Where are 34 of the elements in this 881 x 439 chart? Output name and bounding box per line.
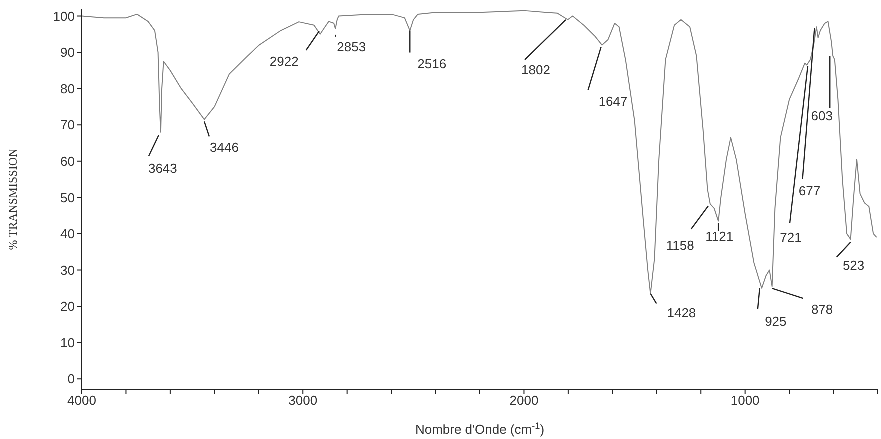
y-tick-label: 80 xyxy=(60,81,75,96)
y-tick-label: 30 xyxy=(60,262,75,278)
y-tick-label: 90 xyxy=(60,45,75,60)
annotation: 3643 xyxy=(148,160,178,176)
x-tick-label: 1000 xyxy=(730,393,760,408)
y-tick-label: 50 xyxy=(60,190,75,206)
annotation: 925 xyxy=(765,314,787,329)
annotation: 1158 xyxy=(666,238,694,253)
y-tick-label: 70 xyxy=(60,118,75,133)
x-axis-title: Nombre d'Onde (cm$^{-1}$) xyxy=(415,421,545,437)
y-tick-label: 10 xyxy=(60,335,75,350)
y-tick-label: 0 xyxy=(68,372,75,387)
x-tick-label: 3000 xyxy=(288,393,318,408)
annotation: 2853 xyxy=(337,40,366,55)
annotation: 603 xyxy=(811,108,833,124)
annotation: 1121 xyxy=(706,228,734,244)
y-tick-label: 20 xyxy=(60,299,75,314)
annotation: 3446 xyxy=(210,140,239,156)
y-axis-title: % TRANSMISSION xyxy=(6,148,20,250)
annotation: 1428 xyxy=(667,305,696,320)
annotation: 1647 xyxy=(598,94,628,109)
y-tick-label: 60 xyxy=(60,154,75,170)
y-tick-label: 100 xyxy=(53,8,75,24)
annotation: 878 xyxy=(811,302,834,318)
annotation: 523 xyxy=(842,258,865,273)
annotation: 2922 xyxy=(270,54,299,69)
x-tick-label: 4000 xyxy=(68,393,96,408)
annotation: 1802 xyxy=(522,62,550,78)
annotation: 677 xyxy=(798,184,821,199)
x-tick-label: 2000 xyxy=(510,393,539,408)
annotation: 2516 xyxy=(418,56,447,72)
line-series xyxy=(82,10,878,294)
y-tick-label: 40 xyxy=(60,226,75,242)
annotation: 721 xyxy=(780,230,802,245)
